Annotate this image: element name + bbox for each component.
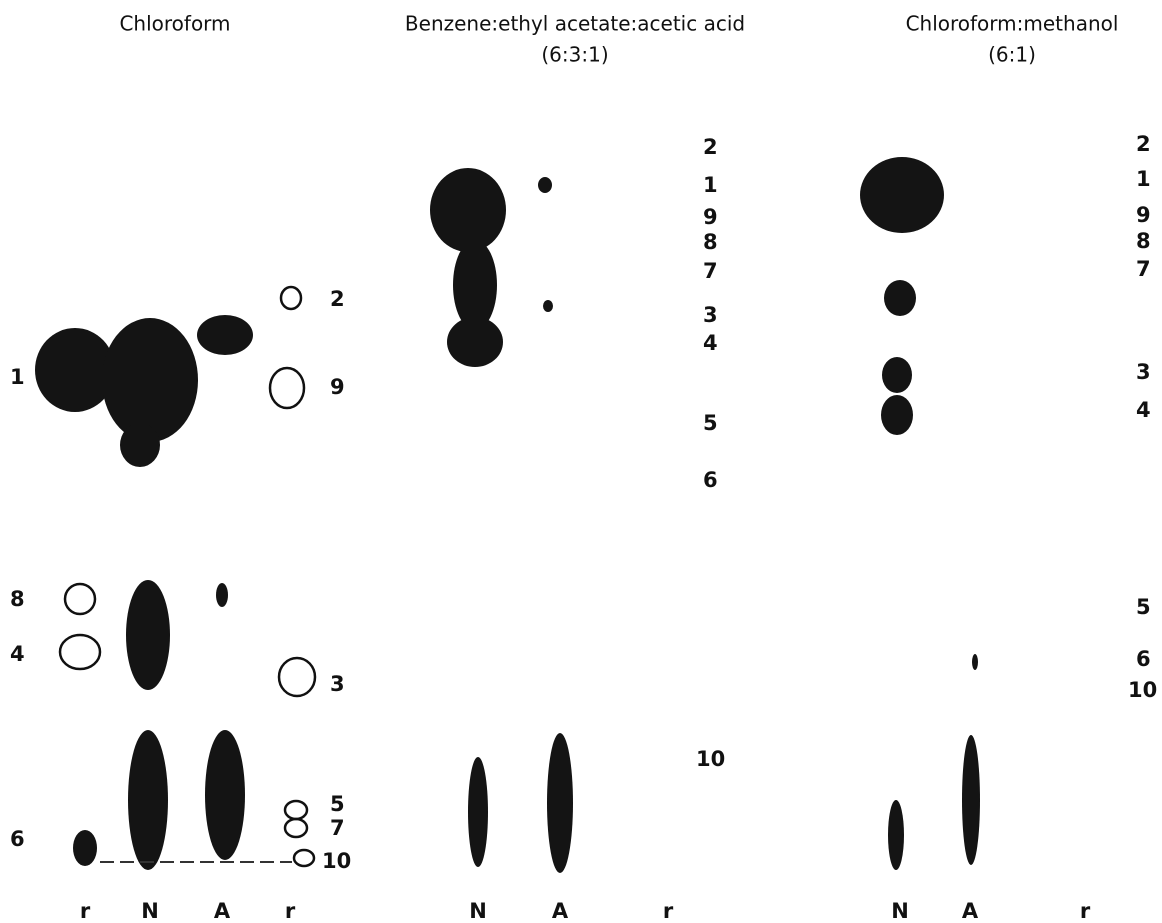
spot [128,730,168,870]
spot [73,830,97,866]
spot-label: 8 [1136,229,1151,253]
spot-label: 2 [703,135,718,159]
spot-label: 5 [330,792,345,816]
ring [283,817,309,839]
spot-label: 8 [10,587,25,611]
spot [216,583,228,607]
spot [543,300,553,312]
ring [292,848,316,868]
ring [283,799,309,821]
lane-label: r [285,899,296,923]
spot-label: 3 [1136,360,1151,384]
spot-label: 3 [703,303,718,327]
spot [430,168,506,252]
spot-label: 6 [10,827,25,851]
spot-label: 8 [703,230,718,254]
spot-label: 7 [703,259,718,283]
spot-label: 7 [330,816,345,840]
ring [268,366,306,410]
spot-label: 10 [322,849,351,873]
spot-label: 10 [1128,678,1157,702]
spot [538,177,552,193]
spot [120,423,160,467]
spot-label: 4 [10,642,25,666]
spot-label: 2 [330,287,345,311]
ring [58,633,102,671]
spot [860,157,944,233]
spot-label: 6 [1136,647,1151,671]
lane-label: A [552,899,569,923]
spot [102,318,198,442]
spot-label: 7 [1136,257,1151,281]
panel-chloroform: Chloroform 2 9 1 8 4 3 6 5 7 10 r N A r [10,12,351,923]
lane-label: r [80,899,91,923]
ring [279,285,303,311]
spot-label: 9 [330,375,345,399]
spot [882,357,912,393]
spot [962,735,980,865]
ring [63,582,97,616]
panel-title: (6:1) [988,43,1036,67]
spot [884,280,916,316]
spot-label: 2 [1136,132,1151,156]
spot-label: 4 [703,331,718,355]
spot [888,800,904,870]
lane-label: N [469,899,487,923]
spot [453,240,497,330]
spot-label: 1 [703,173,718,197]
spot-label: 1 [10,365,25,389]
spot [972,654,978,670]
panel-chloroform-methanol: Chloroform:methanol (6:1) 2 1 9 8 7 3 4 … [860,12,1157,923]
spot-label: 9 [703,205,718,229]
panel-title: Benzene:ethyl acetate:acetic acid [405,12,745,36]
spot-label: 4 [1136,398,1151,422]
spot-label: 1 [1136,167,1151,191]
spot-label: 3 [330,672,345,696]
lane-label: N [891,899,909,923]
spot-label: 5 [703,411,718,435]
lane-label: A [214,899,231,923]
spot [881,395,913,435]
spot [197,315,253,355]
spot-label: 10 [696,747,725,771]
lane-label: r [1080,899,1091,923]
lane-label: N [141,899,159,923]
spot-label: 5 [1136,595,1151,619]
spot [205,730,245,860]
spot [35,328,115,412]
spot [547,733,573,873]
spot [468,757,488,867]
spot [447,317,503,367]
panel-title: Chloroform [119,12,230,36]
spot [126,580,170,690]
spot-label: 9 [1136,203,1151,227]
panel-title: (6:3:1) [541,43,608,67]
lane-label: r [663,899,674,923]
spot-label: 6 [703,468,718,492]
panel-title: Chloroform:methanol [906,12,1119,36]
ring [277,656,317,698]
lane-label: A [962,899,979,923]
panel-benzene: Benzene:ethyl acetate:acetic acid (6:3:1… [405,12,745,923]
